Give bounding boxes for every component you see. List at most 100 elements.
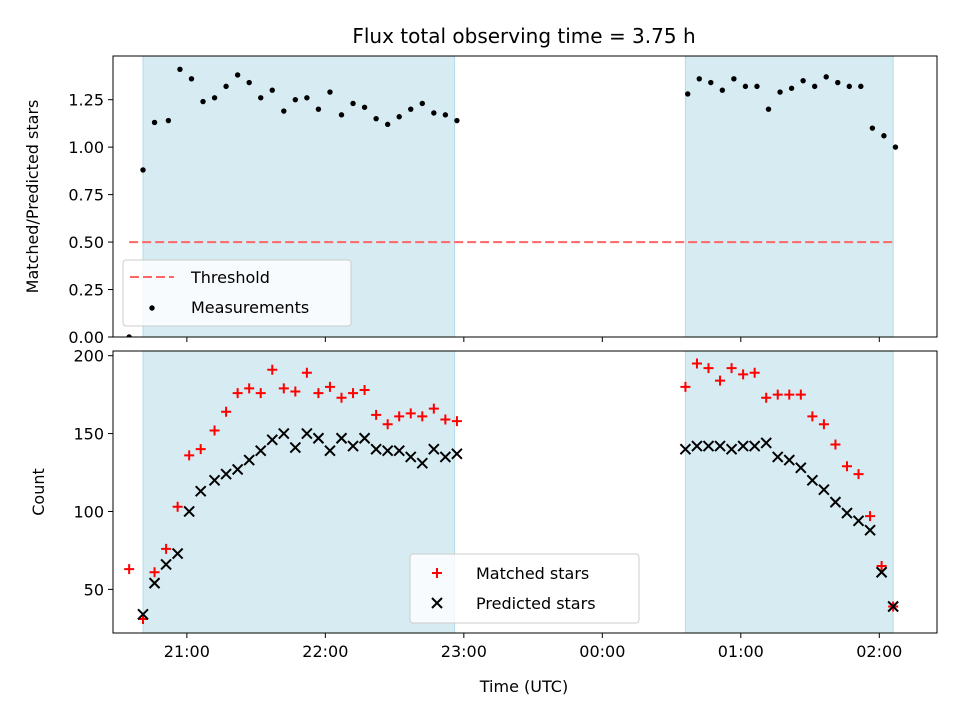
predicted-point [335, 432, 348, 444]
predicted-point [324, 445, 336, 457]
x-tick-label: 00:00 [579, 642, 625, 661]
measurement-point [246, 79, 252, 86]
measurement-point [442, 112, 449, 118]
measurement-point [165, 117, 172, 124]
predicted-point [714, 440, 726, 452]
matched-point [221, 406, 232, 417]
matched-point [255, 388, 266, 399]
y-tick-label: 100 [73, 502, 104, 521]
matched-point [807, 411, 818, 422]
measurement-point [126, 334, 132, 337]
y-tick-label: 0.50 [68, 233, 104, 252]
matched-point [278, 383, 289, 394]
predicted-point [806, 474, 819, 487]
matched-point [371, 409, 382, 420]
matched-point [267, 364, 278, 375]
predicted-point [852, 515, 865, 527]
legend-measurements-label: Measurements [191, 298, 309, 317]
predicted-point [760, 437, 772, 449]
measurement-point [177, 66, 183, 72]
matched-point [313, 388, 324, 399]
measurement-point [708, 79, 714, 86]
predicted-point [289, 441, 302, 454]
measurement-point [696, 76, 702, 82]
measurement-point [338, 112, 345, 118]
matched-point [161, 543, 172, 554]
legend: Threshold Measurements [122, 259, 352, 327]
measurement-point [384, 121, 391, 128]
predicted-point [347, 440, 359, 452]
measurement-point [350, 100, 356, 107]
measurement-point [811, 83, 818, 90]
measurement-point [858, 83, 864, 90]
predicted-point [148, 577, 161, 589]
predicted-point [301, 427, 313, 440]
predicted-point [243, 454, 255, 466]
y-axis-label: Matched/Predicted stars [23, 100, 42, 294]
matched-point [405, 408, 416, 419]
matched-point [184, 450, 195, 461]
predicted-point [208, 474, 221, 487]
predicted-point [416, 457, 428, 469]
y-tick-label: 200 [73, 347, 104, 366]
matched-point [394, 411, 405, 422]
measurement-point [731, 76, 737, 82]
legend-threshold-label: Threshold [190, 268, 270, 287]
measurement-point [754, 83, 760, 90]
matched-point [761, 392, 772, 403]
measurement-point [788, 85, 795, 91]
predicted-point [393, 445, 405, 457]
matched-point [784, 389, 795, 400]
matched-point [830, 439, 841, 450]
matched-point [715, 375, 726, 386]
matched-point [290, 386, 301, 397]
predicted-point [405, 451, 417, 463]
matched-point [172, 501, 183, 512]
measurement-point [454, 117, 460, 124]
measurement-point [869, 125, 876, 131]
measurement-point [823, 74, 829, 80]
predicted-point [231, 463, 244, 476]
top-panel: 0.00 0.25 0.50 0.75 1.00 1.25 Matched/Predicte… [23, 55, 938, 347]
y-tick-label: 50 [84, 580, 104, 599]
measurement-point [719, 87, 726, 93]
measurement-point [431, 110, 437, 116]
measurement-point [315, 106, 322, 112]
measurement-point [408, 106, 414, 112]
measurement-point [361, 104, 368, 110]
observing-band [684, 55, 894, 338]
predicted-point [679, 443, 692, 455]
predicted-point [795, 462, 807, 474]
matched-point [749, 367, 760, 378]
matched-point [382, 419, 393, 430]
matched-point [232, 388, 243, 399]
measurement-point [281, 108, 287, 114]
predicted-point [841, 507, 853, 519]
matched-point [149, 567, 160, 578]
measurement-point [188, 76, 195, 82]
y-tick-label: 0.25 [68, 281, 104, 300]
predicted-point [266, 434, 278, 446]
measurement-point [151, 119, 158, 126]
measurement-point [846, 83, 852, 90]
y-tick-label: 0.75 [68, 186, 104, 205]
matched-point [244, 383, 255, 394]
predicted-point [358, 432, 371, 444]
legend: Matched stars Predicted stars [409, 553, 640, 624]
matched-point [853, 469, 864, 480]
matched-point [876, 561, 887, 572]
data-points [126, 66, 899, 337]
measurement-point [396, 114, 402, 120]
x-axis-label: Time (UTC) [479, 677, 568, 696]
measurement-point [373, 115, 379, 122]
chart-title: Flux total observing time = 3.75 h [352, 24, 695, 48]
predicted-point [737, 440, 749, 452]
x-tick-label: 23:00 [441, 642, 487, 661]
matched-point [336, 392, 347, 403]
legend-box [409, 553, 640, 624]
y-tick-label: 0.00 [68, 328, 104, 347]
measurement-point [140, 167, 146, 173]
x-tick-label: 02:00 [856, 642, 902, 661]
predicted-point [439, 451, 452, 463]
predicted-point [171, 547, 184, 560]
